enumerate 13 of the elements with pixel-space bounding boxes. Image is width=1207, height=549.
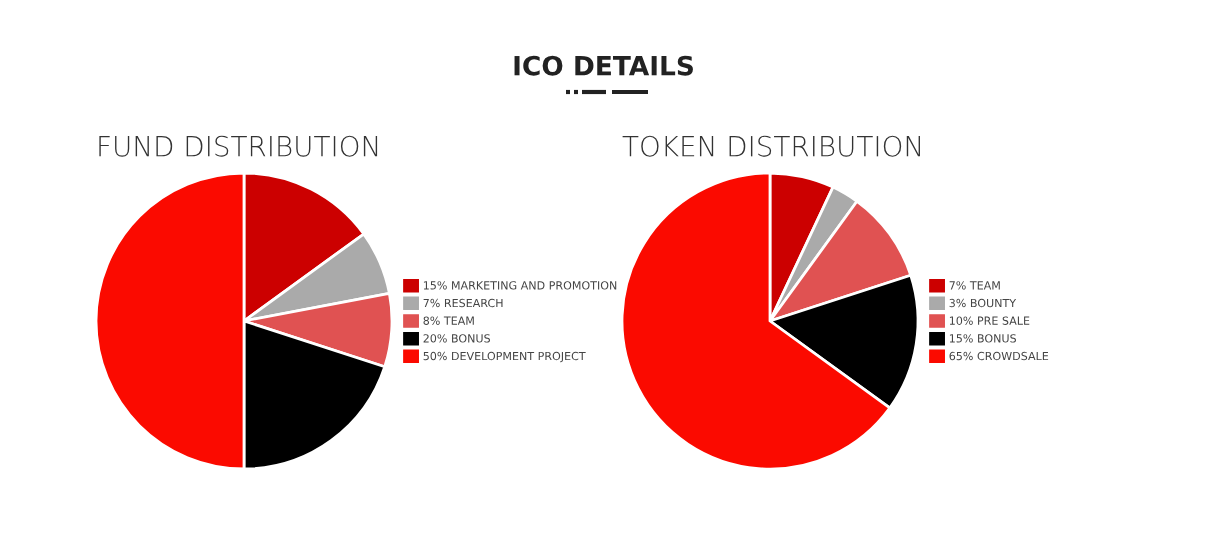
legend-label: 7% RESEARCH (423, 298, 503, 308)
text: ICO DETAILS (514, 55, 693, 76)
legend-label: 50% DEVELOPMENT PROJECT (423, 351, 586, 363)
legend-label: 15% BONUS (949, 334, 1017, 343)
legend-label: 8% TEAM (423, 316, 474, 325)
legend-label: 10% PRE SALE (949, 316, 1030, 325)
legend-label: 3% BOUNTY (949, 298, 1017, 308)
legend-label: 15% MARKETING AND PROMOTION (423, 281, 617, 290)
legend-label: 7% TEAM (949, 281, 1000, 290)
legend-label: 65% CROWDSALE (949, 351, 1049, 361)
chart-title: TOKEN DISTRIBUTION (622, 135, 920, 157)
chart-title: FUND DISTRIBUTION (99, 135, 378, 157)
legend-label: 20% BONUS (423, 334, 491, 343)
